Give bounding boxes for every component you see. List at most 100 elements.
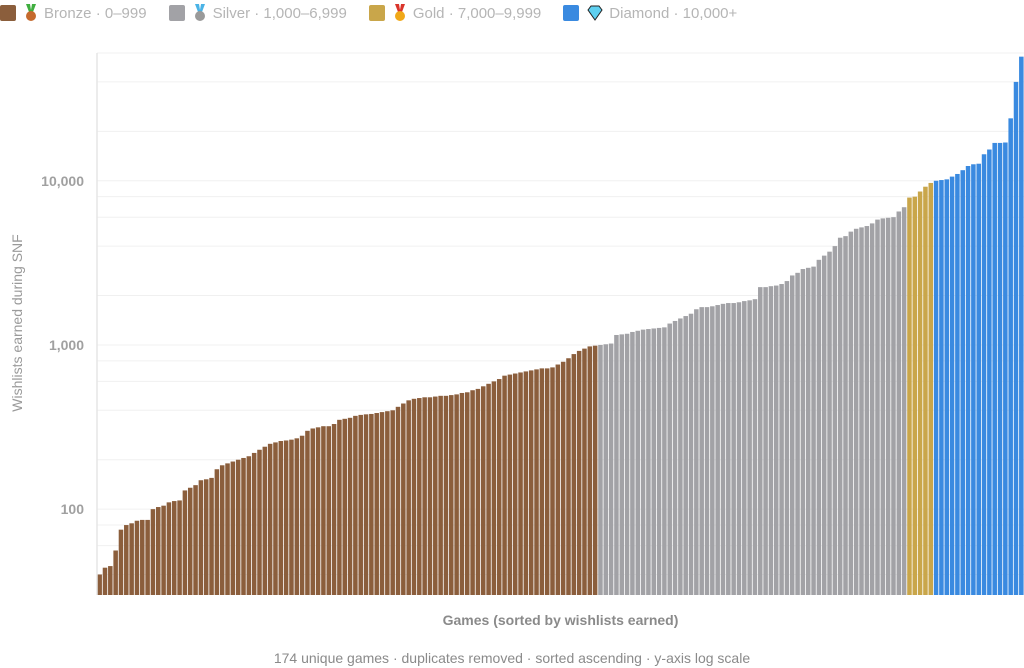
bar-bronze [331, 424, 337, 595]
bar-silver [651, 328, 656, 595]
bar-silver [832, 246, 838, 595]
bar-silver [885, 217, 891, 595]
bar-bronze [305, 430, 310, 595]
bar-bronze [576, 350, 582, 595]
bar-silver [694, 309, 699, 595]
x-axis-label: Games (sorted by wishlists earned) [442, 612, 679, 628]
legend-item-gold[interactable]: Gold · 7,000–9,999 [368, 4, 541, 22]
bar-silver [901, 207, 907, 595]
bar-silver [640, 329, 646, 595]
bar-bronze [523, 371, 529, 595]
bar-bronze [124, 525, 129, 595]
bar-bronze [294, 438, 300, 595]
bar-bronze [512, 373, 518, 595]
legend-item-silver[interactable]: Silver · 1,000–6,999 [168, 4, 347, 22]
bar-bronze [299, 435, 305, 595]
bar-silver [656, 327, 662, 595]
bar-bronze [278, 441, 284, 595]
legend-item-bronze[interactable]: Bronze · 0–999 [0, 4, 147, 22]
bar-gold [923, 186, 928, 595]
bar-silver [811, 266, 816, 595]
bar-silver [853, 228, 859, 595]
bar-bronze [528, 370, 534, 595]
bar-silver [768, 286, 774, 595]
bar-bronze [566, 358, 571, 595]
bar-diamond [1008, 118, 1013, 595]
legend-item-diamond[interactable]: Diamond · 10,000+ [563, 4, 737, 22]
bar-bronze [235, 459, 241, 595]
bar-bronze [113, 550, 118, 595]
bar-bronze [454, 394, 459, 595]
diamond-swatch [563, 5, 580, 21]
bar-silver [662, 327, 667, 595]
bar-diamond [976, 163, 981, 595]
bar-diamond [949, 176, 955, 595]
bar-silver [779, 284, 784, 595]
bar-silver [896, 211, 902, 595]
bar-bronze [406, 400, 411, 595]
legend-label: Diamond · 10,000+ [609, 4, 738, 22]
bar-bronze [161, 505, 166, 595]
bar-silver [704, 307, 710, 595]
bar-bronze [379, 412, 385, 595]
bar-bronze [315, 427, 321, 595]
bar-bronze [358, 414, 363, 595]
bar-silver [736, 302, 742, 595]
bar-silver [891, 217, 896, 596]
bar-silver [715, 305, 720, 595]
bar-bronze [262, 446, 268, 595]
bar-bronze [518, 372, 523, 595]
bar-bronze [118, 529, 124, 595]
bar-bronze [470, 390, 475, 595]
bar-bronze [550, 367, 555, 595]
bar-silver [784, 281, 790, 595]
bar-bronze [257, 449, 262, 595]
bar-bronze [544, 368, 550, 595]
bar-bronze [310, 428, 316, 595]
legend-label: Silver · 1,000–6,999 [212, 4, 347, 22]
bar-bronze [203, 479, 209, 595]
bar-silver [763, 287, 768, 595]
y-tick-label: 10,000 [41, 173, 84, 189]
bar-bronze [251, 452, 257, 595]
bar-diamond [944, 179, 950, 595]
silver-swatch [168, 5, 185, 21]
bar-bronze [353, 415, 358, 595]
bar-bronze [363, 414, 369, 595]
bar-bronze [459, 392, 465, 595]
bar-bronze [347, 417, 353, 595]
bar-bronze [465, 392, 470, 595]
bar-bronze [480, 386, 486, 595]
bar-diamond [960, 170, 965, 595]
bar-silver [603, 344, 609, 595]
bar-bronze [140, 519, 145, 595]
bar-bronze [129, 523, 134, 595]
bar-bronze [214, 469, 220, 595]
bar-bronze [433, 396, 438, 595]
bar-diamond [1013, 81, 1019, 596]
bar-bronze [102, 567, 108, 595]
bar-silver [805, 267, 811, 595]
bar-bronze [374, 413, 379, 595]
bar-bronze [534, 369, 539, 595]
bar-bronze [582, 348, 587, 595]
bar-silver [635, 330, 641, 595]
bar-silver [710, 306, 715, 595]
y-axis-label: Wishlists earned during SNF [9, 234, 25, 412]
bar-bronze [326, 426, 332, 595]
bar-silver [875, 219, 880, 595]
bar-silver [816, 259, 822, 595]
bar-gold [928, 182, 934, 595]
bar-bronze [438, 395, 443, 595]
bar-bronze [496, 379, 502, 595]
silver-medal-icon [194, 4, 205, 21]
bronze-swatch [0, 5, 16, 21]
bar-bronze [571, 354, 577, 595]
bar-diamond [981, 154, 987, 595]
bar-bronze [411, 398, 417, 595]
bar-bronze [289, 439, 294, 595]
chart-footnote: 174 unique games · duplicates removed · … [273, 650, 751, 666]
bar-bronze [267, 443, 273, 595]
bar-silver [795, 272, 800, 595]
bar-silver [742, 301, 747, 595]
